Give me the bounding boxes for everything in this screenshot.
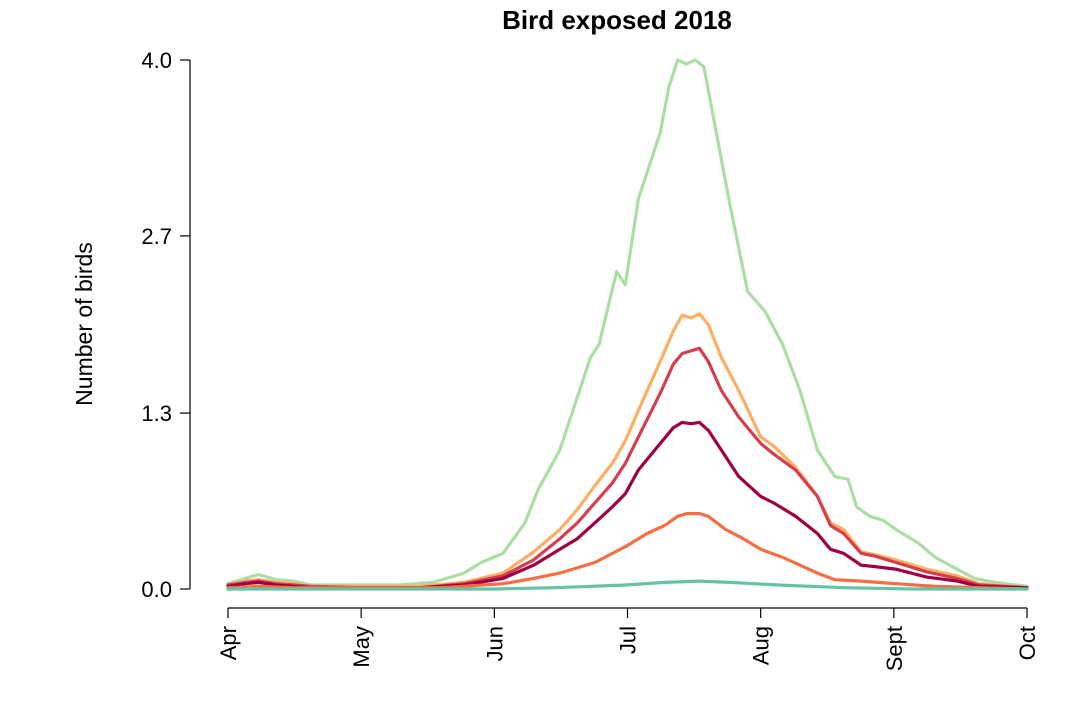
series-line-3 <box>226 346 1029 590</box>
x-tick-label: Jun <box>482 626 507 661</box>
x-tick-label: May <box>349 626 374 668</box>
series-line-1 <box>226 58 1029 588</box>
series-line-5 <box>226 512 1029 591</box>
x-tick-label: Sept <box>882 626 907 671</box>
x-axis: Apr May Jun Jul Aug Sept Oct <box>216 607 1040 671</box>
series-line-6 <box>226 579 1029 591</box>
y-tick-label: 2.7 <box>141 224 172 249</box>
x-tick-label: Apr <box>216 626 241 660</box>
y-axis-label: Number of birds <box>71 242 97 406</box>
y-tick-label: 0.0 <box>141 577 172 602</box>
chart-title: Bird exposed 2018 <box>502 5 732 35</box>
x-tick-label: Aug <box>749 626 774 665</box>
plot-area <box>226 58 1029 591</box>
x-tick-label: Oct <box>1015 626 1040 660</box>
x-tick-label: Jul <box>616 626 641 654</box>
y-tick-label: 1.3 <box>141 401 172 426</box>
y-tick-label: 4.0 <box>141 48 172 73</box>
y-axis: 0.0 1.3 2.7 4.0 <box>141 48 191 602</box>
